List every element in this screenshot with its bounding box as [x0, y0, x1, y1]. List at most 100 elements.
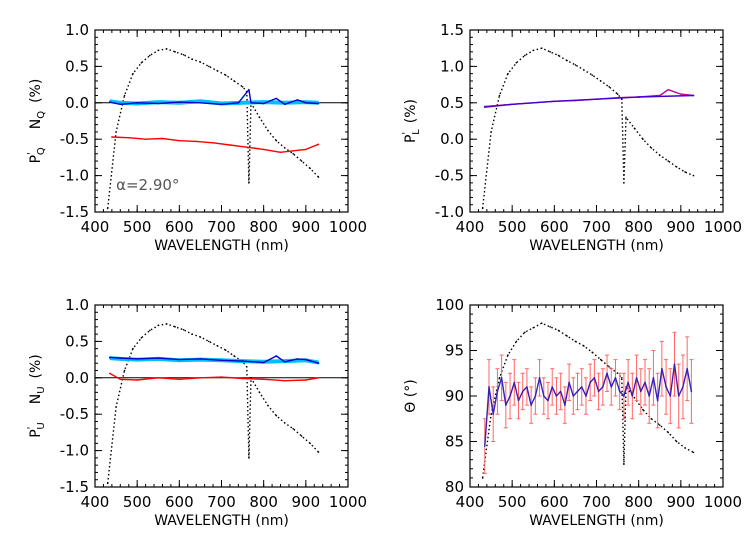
plot-frame: [94, 304, 349, 488]
data-point-NU: [305, 358, 307, 361]
y-tick-label: 1.0: [440, 57, 464, 75]
data-point-spectrum: [199, 336, 202, 338]
annotation-label: α=2.90°: [116, 176, 179, 194]
data-point-spectrum: [599, 358, 602, 361]
data-point-spectrum: [642, 408, 644, 411]
data-point-spectrum: [667, 160, 669, 162]
y-tick-label: 95: [445, 342, 464, 360]
y-tick-label: 0.5: [440, 94, 464, 112]
data-point-PL: [680, 93, 682, 95]
series-theta: [484, 363, 693, 447]
data-point-spectrum: [650, 147, 653, 149]
y-tick-label: 1.5: [440, 21, 464, 39]
data-point-theta: [488, 386, 490, 388]
data-point-spectrum: [540, 47, 543, 49]
data-point-NU: [262, 361, 265, 364]
data-point-theta: [639, 390, 642, 393]
data-point-spectrum: [616, 93, 619, 95]
x-tick-label: 900: [292, 493, 321, 511]
data-point-spectrum: [481, 207, 484, 210]
x-tick-label: 600: [165, 493, 194, 511]
data-point-spectrum: [675, 440, 678, 443]
data-point-PL_fit: [483, 106, 486, 108]
data-point-theta: [500, 377, 503, 379]
data-point-NQ: [250, 102, 252, 104]
data-point-PU: [178, 378, 181, 381]
data-point-theta: [576, 390, 579, 393]
data-point-NU: [178, 358, 181, 361]
data-point-theta: [572, 395, 575, 397]
data-point-PQ: [262, 148, 265, 151]
data-point-spectrum: [566, 335, 568, 337]
x-tick-label: 400: [456, 218, 485, 236]
data-point-spectrum: [182, 328, 185, 331]
x-tick-label: 500: [498, 218, 527, 236]
data-point-NU: [317, 362, 320, 365]
panel-4: 400 500 600 700 800 900 1000 80 85 90 95 100 WAVELEN…: [403, 296, 742, 529]
data-point-theta: [530, 404, 532, 406]
data-point-NQ: [317, 102, 320, 105]
data-point-spectrum: [132, 347, 134, 350]
data-point-PQ: [178, 139, 181, 142]
data-point-spectrum: [275, 414, 278, 417]
data-point-spectrum: [115, 406, 117, 408]
data-point-theta: [686, 367, 688, 370]
series-NQ: [109, 88, 319, 106]
y-tick-label: -1.0: [435, 203, 464, 221]
data-point-NU: [199, 358, 202, 360]
x-tick-label: 1000: [329, 493, 367, 511]
y-tick-label: -0.5: [60, 405, 89, 423]
data-point-spectrum: [123, 369, 126, 372]
data-point-spectrum: [174, 326, 176, 328]
data-point-spectrum: [233, 80, 235, 82]
data-point-theta: [564, 404, 566, 406]
data-point-NQ: [119, 103, 122, 106]
data-point-theta: [673, 363, 676, 365]
data-point-NU: [241, 360, 244, 362]
data-point-NU: [220, 359, 223, 362]
data-point-theta: [534, 395, 537, 397]
data-point-PU: [157, 377, 160, 379]
data-point-theta: [580, 386, 583, 388]
data-point-spectrum: [317, 451, 320, 453]
data-point-spectrum: [633, 397, 636, 399]
panel-2: 400 500 600 700 800 900 1000 -1.0 -0.5 0.0 0.5 1.0 1…: [401, 21, 742, 254]
data-point-spectrum: [140, 336, 143, 339]
data-point-spectrum: [524, 331, 526, 334]
data-point-spectrum: [157, 49, 160, 52]
y-axis-label: P'QNQ(%): [26, 79, 47, 164]
data-point-spectrum: [267, 129, 269, 132]
data-point-spectrum: [667, 431, 669, 434]
data-point-theta: [618, 390, 621, 393]
y-tick-label: -1.0: [60, 442, 89, 460]
x-tick-label: 500: [123, 493, 152, 511]
series-PU: [109, 372, 319, 382]
x-tick-label: 700: [582, 493, 611, 511]
data-point-spectrum: [157, 324, 160, 327]
data-point-spectrum: [123, 94, 126, 97]
x-tick-label: 400: [81, 218, 110, 236]
data-point-PU: [199, 377, 202, 379]
data-point-theta: [521, 390, 524, 393]
data-point-spectrum: [591, 74, 594, 76]
data-point-PQ: [279, 151, 282, 154]
data-point-spectrum: [292, 152, 294, 155]
data-point-PL_fit: [553, 100, 556, 103]
plot-frame: [94, 29, 349, 213]
y-tick-label: 0.0: [65, 369, 89, 387]
data-point-NQ: [108, 101, 111, 103]
data-point-spectrum: [309, 167, 311, 170]
data-point-spectrum: [208, 340, 210, 343]
data-point-spectrum: [258, 116, 261, 119]
y-tick-label: -1.5: [60, 478, 89, 496]
y-tick-label: 0.0: [65, 94, 89, 112]
y-tick-label: -0.5: [435, 167, 464, 185]
y-tick-label: 0.0: [440, 130, 464, 148]
data-point-spectrum: [566, 59, 568, 62]
data-point-theta: [665, 386, 667, 388]
data-point-theta: [589, 381, 591, 384]
data-point-PQ: [212, 142, 214, 144]
data-point-spectrum: [540, 322, 543, 325]
data-point-PQ: [144, 138, 147, 140]
x-tick-label: 1000: [704, 493, 742, 511]
